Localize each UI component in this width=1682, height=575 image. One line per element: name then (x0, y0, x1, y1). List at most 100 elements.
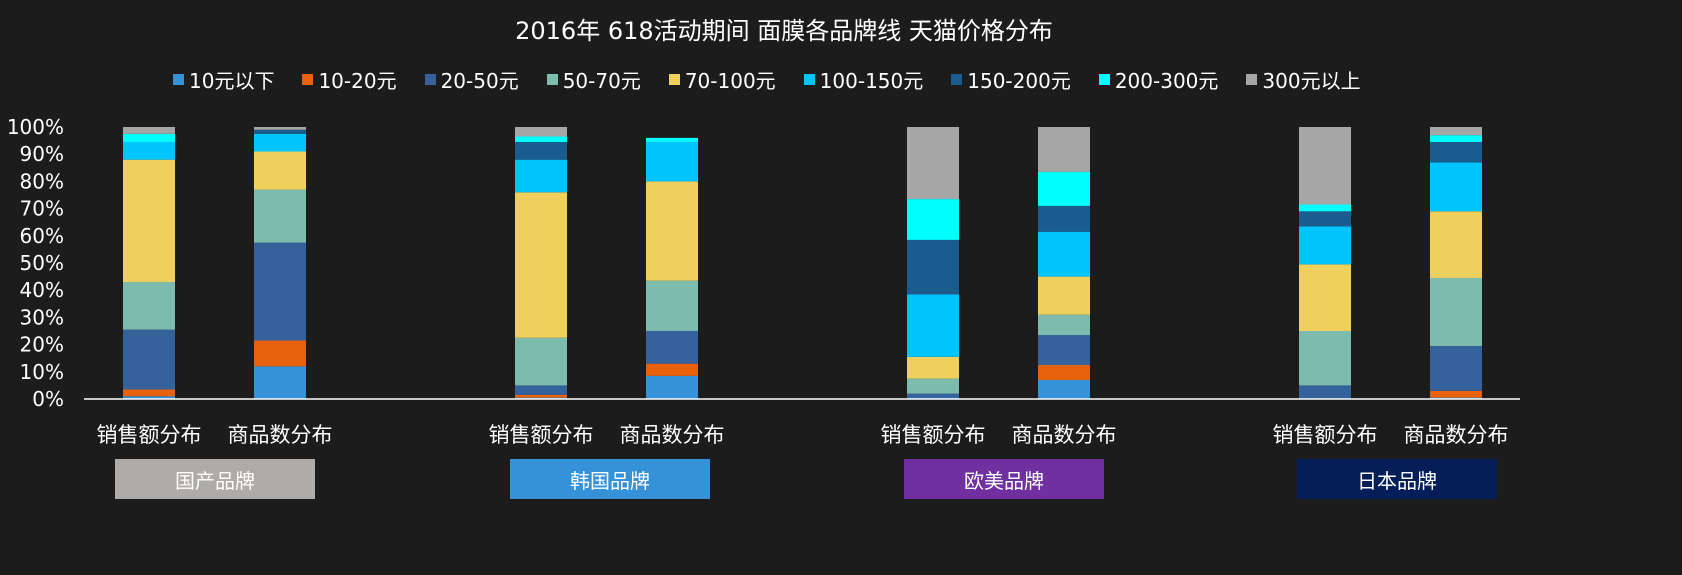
y-tick-label: 70% (20, 197, 64, 221)
category-label: 销售额分布 (489, 423, 594, 447)
bar-segment (646, 181, 698, 281)
legend-label: 300元以上 (1262, 68, 1361, 93)
bar-segment (907, 127, 959, 200)
legend-item: 50-70元 (546, 65, 641, 94)
legend-swatch (951, 73, 963, 85)
legend-swatch (302, 73, 314, 85)
legend-item: 70-100元 (668, 65, 776, 94)
bar-segment (1038, 335, 1090, 365)
legend-item: 10-20元 (302, 65, 397, 94)
legend-label: 20-50元 (440, 68, 519, 93)
legend-item: 20-50元 (424, 65, 519, 94)
bar-segment (123, 141, 175, 160)
category-label: 商品数分布 (1012, 423, 1117, 447)
legend-label: 100-150元 (819, 68, 924, 93)
bar-segment (1038, 171, 1090, 206)
bar-segment (123, 159, 175, 283)
bar-segment (907, 294, 959, 357)
bar-segment (1038, 276, 1090, 315)
legend-swatch (803, 73, 815, 85)
bar-segment (123, 133, 175, 142)
bar-segment (123, 282, 175, 330)
bar-segment (1038, 231, 1090, 277)
bar-segment (1038, 127, 1090, 172)
bar-segment (646, 331, 698, 364)
bar-segment (1299, 331, 1351, 386)
y-tick-label: 60% (20, 224, 64, 248)
bar-segment (907, 378, 959, 394)
chart-title: 2016年 618活动期间 面膜各品牌线 天猫价格分布 (515, 17, 1053, 45)
legend-label: 150-200元 (967, 68, 1071, 93)
bar-segment (254, 366, 306, 399)
bar-segment (1430, 141, 1482, 163)
bar-segment (515, 394, 567, 398)
bar-segment (254, 127, 306, 130)
category-label: 商品数分布 (228, 423, 333, 447)
bar-segment (1299, 264, 1351, 331)
y-tick-label: 10% (20, 360, 64, 384)
legend-label: 200-300元 (1114, 68, 1219, 93)
y-tick-label: 80% (20, 169, 64, 193)
brand-group-box: 韩国品牌 (510, 459, 710, 499)
legend-swatch (173, 73, 184, 85)
bar-segment (254, 151, 306, 190)
bar-segment (1038, 379, 1090, 399)
bar-segment (646, 363, 698, 376)
category-label: 销售额分布 (881, 423, 986, 447)
y-tick-label: 30% (20, 305, 64, 329)
bar-segment (646, 280, 698, 331)
bar-segment (1299, 204, 1351, 212)
legend-swatch (1098, 73, 1110, 85)
bar-segment (254, 340, 306, 367)
bar-segment (1299, 211, 1351, 227)
y-tick-label: 90% (20, 142, 64, 166)
bar-segment (646, 137, 698, 142)
bar-segment (515, 159, 567, 193)
category-label: 商品数分布 (1404, 423, 1509, 447)
bar-segment (1038, 205, 1090, 232)
legend-item: 100-150元 (803, 65, 924, 94)
bar-segment (1430, 211, 1482, 278)
bar-segment (254, 242, 306, 341)
bar-segment (1299, 226, 1351, 265)
legend-label: 70-100元 (684, 68, 776, 93)
legend-item: 300元以上 (1246, 65, 1361, 94)
legend-swatch (668, 73, 680, 85)
category-label: 销售额分布 (97, 423, 202, 447)
legend-swatch (424, 73, 436, 85)
bar-segment (515, 192, 567, 338)
bar-segment (123, 127, 175, 134)
bar-segment (646, 375, 698, 399)
legend-label: 10元以下 (189, 68, 275, 93)
bar-segment (515, 136, 567, 142)
bar-segment (1430, 345, 1482, 391)
legend-item: 200-300元 (1098, 65, 1219, 94)
bar-segment (515, 141, 567, 160)
category-label: 销售额分布 (1273, 423, 1378, 447)
legend-label: 10-20元 (318, 68, 397, 93)
bar-segment (515, 337, 567, 386)
legend-item: 150-200元 (951, 65, 1071, 94)
bar-segment (123, 396, 175, 399)
bar-segment (1430, 277, 1482, 346)
bar-segment (123, 389, 175, 397)
brand-group-box: 国产品牌 (115, 459, 315, 499)
y-tick-label: 100% (7, 115, 64, 139)
bar-segment (646, 141, 698, 182)
y-tick-label: 20% (20, 333, 64, 357)
bar-segment (907, 393, 959, 398)
bar-segment (1299, 385, 1351, 399)
bar-segment (515, 385, 567, 395)
bar-segment (1038, 365, 1090, 380)
y-tick-label: 40% (20, 278, 64, 302)
y-tick-label: 50% (20, 251, 64, 275)
bar-segment (907, 356, 959, 379)
brand-group-box: 日本品牌 (1297, 459, 1497, 499)
y-tick-label: 0% (32, 387, 64, 411)
bar-segment (254, 189, 306, 243)
stacked-bar-plot: 0% 10% 20% 30% 40% 50% 60% 70% 80% 90% 100% 销售额分布 商品… (7, 115, 1520, 447)
category-label: 商品数分布 (620, 423, 725, 447)
legend-item: 10元以下 (173, 65, 274, 94)
bar-segment (123, 329, 175, 390)
bar-segment (1430, 162, 1482, 212)
